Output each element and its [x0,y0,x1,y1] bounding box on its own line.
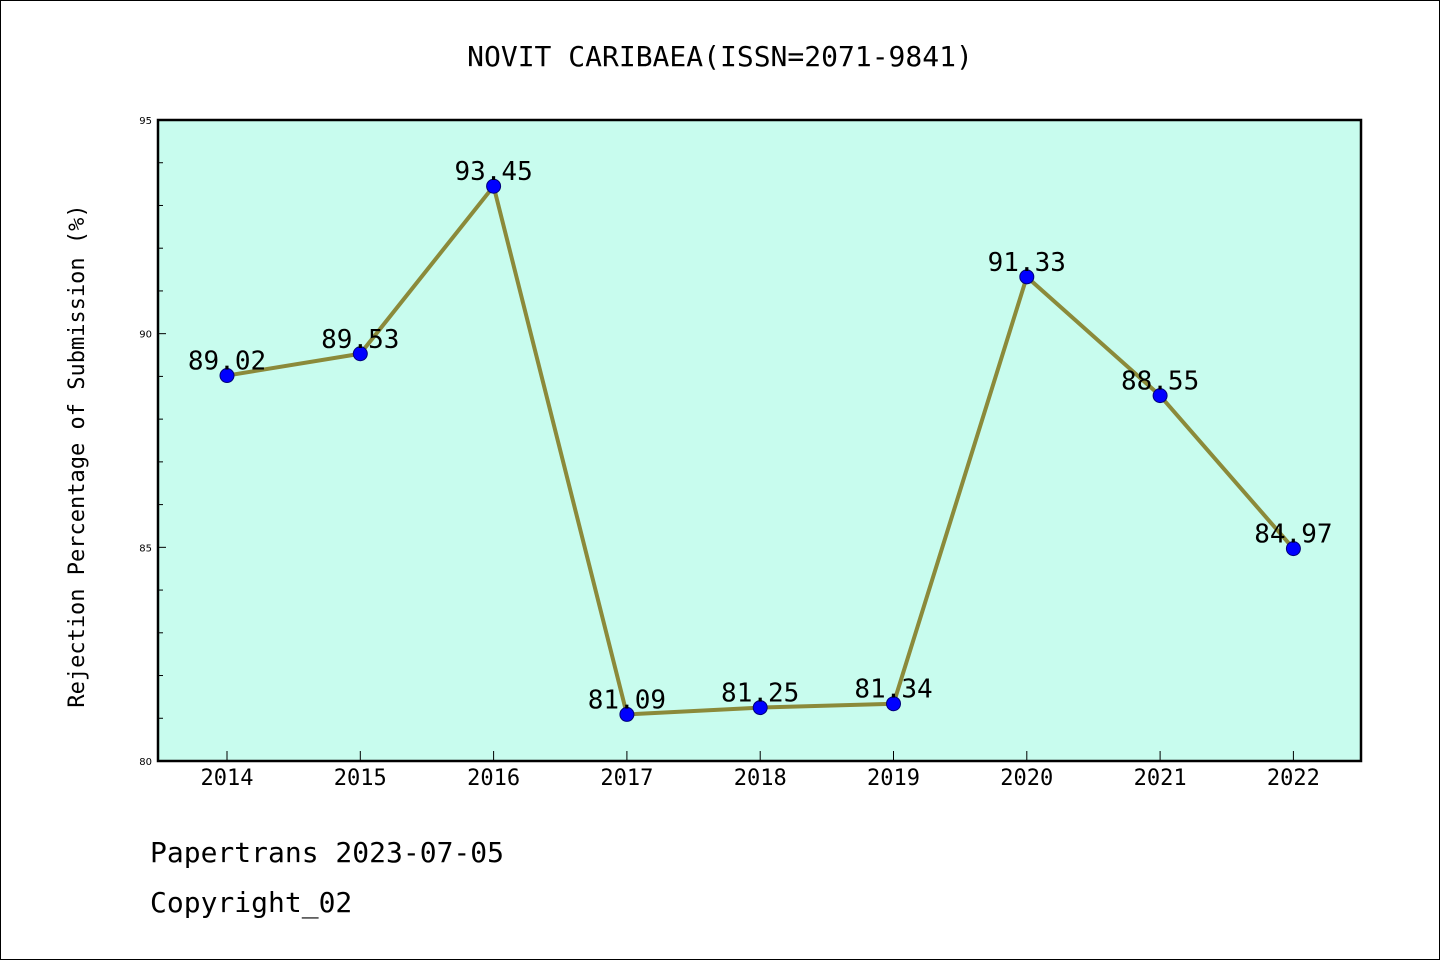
x-tick-label: 2017 [600,766,653,791]
data-label: 89.02 [188,347,266,377]
data-label: 84.97 [1254,520,1332,550]
data-point [1019,269,1035,285]
data-point [486,178,502,194]
data-label: 89.53 [321,325,399,355]
plot-area [158,120,1361,761]
chart-title: NOVIT CARIBAEA(ISSN=2071-9841) [467,40,973,73]
data-point [619,706,635,722]
x-tick-label: 2018 [734,766,787,791]
x-tick-label: 2014 [201,766,254,791]
x-tick-label: 2015 [334,766,387,791]
y-tick-label: 80 [139,757,152,768]
x-tick-label: 2021 [1134,766,1187,791]
x-tick-label: 2019 [867,766,920,791]
data-label: 91.33 [988,248,1066,278]
data-point [1285,541,1301,557]
data-label: 81.34 [854,675,932,705]
y-tick-label: 95 [139,116,152,127]
data-point [219,368,235,384]
data-point [886,696,901,712]
data-point [1152,388,1168,404]
footer-date: Papertrans 2023-07-05 [150,836,505,869]
y-axis-label: Rejection Percentage of Submission (%) [65,204,90,707]
x-tick-label: 2020 [1000,766,1053,791]
plot-border [156,118,1363,763]
y-tick-label: 85 [139,543,152,554]
footer-copyright: Copyright_02 [150,886,353,919]
y-tick-label: 90 [139,330,152,341]
data-label: 81.25 [721,679,799,709]
data-label: 81.09 [588,685,666,715]
data-point [752,700,768,716]
data-label: 88.55 [1121,367,1199,397]
data-label: 93.45 [454,157,532,187]
x-tick-label: 2016 [467,766,520,791]
data-point [352,346,368,362]
x-tick-label: 2022 [1267,766,1320,791]
